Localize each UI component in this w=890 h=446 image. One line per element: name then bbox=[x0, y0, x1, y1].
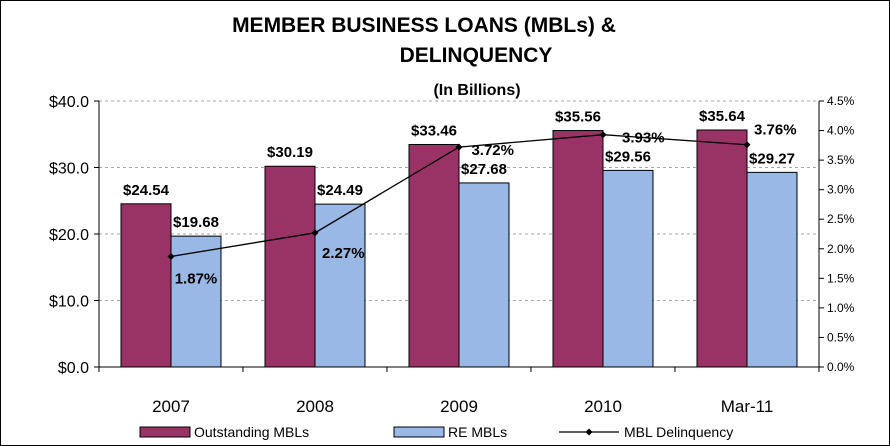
delinquency-point bbox=[743, 141, 751, 149]
legend-swatch-delinquency-marker bbox=[585, 428, 593, 436]
legend-label-delinquency: MBL Delinquency bbox=[624, 424, 733, 440]
chart-title-line-1: MEMBER BUSINESS LOANS (MBLs) & bbox=[232, 14, 616, 37]
y-left-tick-label: $40.0 bbox=[49, 94, 89, 111]
y-left-tick-label: $10.0 bbox=[49, 294, 89, 311]
bars bbox=[120, 129, 798, 368]
delinquency-value-label: 3.93% bbox=[622, 130, 665, 147]
delinquency-point bbox=[599, 131, 607, 139]
axes: $0.0 $10.0 $20.0 $30.0 $40.0 0.0% 0.5% 1.0% 1.5%… bbox=[49, 94, 855, 416]
x-tick-label: 2009 bbox=[440, 397, 478, 416]
legend-label-re: RE MBLs bbox=[448, 424, 507, 440]
chart-title-line-2: DELINQUENCY bbox=[400, 44, 553, 67]
legend-swatch-re bbox=[393, 426, 445, 438]
delinquency-point bbox=[455, 143, 463, 151]
y-right-tick-label: 4.0% bbox=[827, 124, 855, 138]
bar-value-label: $27.68 bbox=[461, 161, 507, 178]
delinquency-line bbox=[167, 131, 751, 260]
x-tick-label: 2010 bbox=[584, 397, 622, 416]
bar-value-label: $19.68 bbox=[173, 214, 219, 231]
y-right-tick-label: 3.0% bbox=[827, 183, 855, 197]
delinquency-point bbox=[167, 252, 175, 260]
bar-outstanding-mbls bbox=[120, 203, 172, 368]
bar-outstanding-mbls bbox=[264, 165, 316, 368]
bar-outstanding-mbls bbox=[552, 130, 604, 368]
legend: Outstanding MBLs RE MBLs MBL Delinquency bbox=[139, 424, 733, 440]
delinquency-value-label: 2.27% bbox=[322, 245, 365, 262]
delinquency-value-label: 3.76% bbox=[754, 122, 797, 139]
delinquency-point bbox=[311, 229, 319, 237]
chart-subtitle: (In Billions) bbox=[433, 82, 520, 99]
delinquency-value-label: 1.87% bbox=[175, 270, 218, 287]
bar-outstanding-mbls bbox=[696, 129, 748, 368]
delinquency-value-label: 3.72% bbox=[471, 142, 514, 159]
bar-value-label: $35.64 bbox=[699, 108, 746, 125]
bar-value-label: $30.19 bbox=[267, 144, 313, 161]
x-tick-label: 2008 bbox=[296, 397, 334, 416]
bar-value-label: $35.56 bbox=[555, 109, 601, 126]
y-right-tick-label: 0.5% bbox=[827, 330, 855, 344]
y-right-tick-label: 0.0% bbox=[827, 360, 855, 374]
bar-re-mbls bbox=[170, 235, 222, 368]
bar-re-mbls bbox=[602, 169, 654, 368]
y-right-tick-label: 4.5% bbox=[827, 94, 855, 108]
legend-swatch-outstanding bbox=[139, 426, 191, 438]
y-right-tick-label: 1.5% bbox=[827, 271, 855, 285]
y-left-tick-label: $20.0 bbox=[49, 227, 89, 244]
bar-outstanding-mbls bbox=[408, 143, 460, 368]
y-left-tick-label: $30.0 bbox=[49, 161, 89, 178]
y-right-tick-label: 2.0% bbox=[827, 242, 855, 256]
y-right-tick-label: 3.5% bbox=[827, 153, 855, 167]
bar-value-label: $24.54 bbox=[123, 182, 170, 199]
bar-value-label: $24.49 bbox=[317, 182, 363, 199]
legend-label-outstanding: Outstanding MBLs bbox=[194, 424, 309, 440]
y-right-tick-label: 1.0% bbox=[827, 301, 855, 315]
bar-value-label: $29.27 bbox=[749, 150, 795, 167]
bar-re-mbls bbox=[458, 182, 510, 368]
y-left-tick-label: $0.0 bbox=[58, 360, 89, 377]
bar-re-mbls bbox=[746, 171, 798, 368]
bar-re-mbls bbox=[314, 203, 366, 368]
x-tick-label: Mar-11 bbox=[721, 397, 774, 416]
bar-value-label: $33.46 bbox=[411, 122, 457, 139]
x-tick-label: 2007 bbox=[152, 397, 190, 416]
bar-value-label: $29.56 bbox=[605, 148, 651, 165]
data-labels: $24.54 $30.19 $33.46 $35.56 $35.64 $19.68 $24.… bbox=[123, 108, 796, 287]
y-right-tick-label: 2.5% bbox=[827, 212, 855, 226]
